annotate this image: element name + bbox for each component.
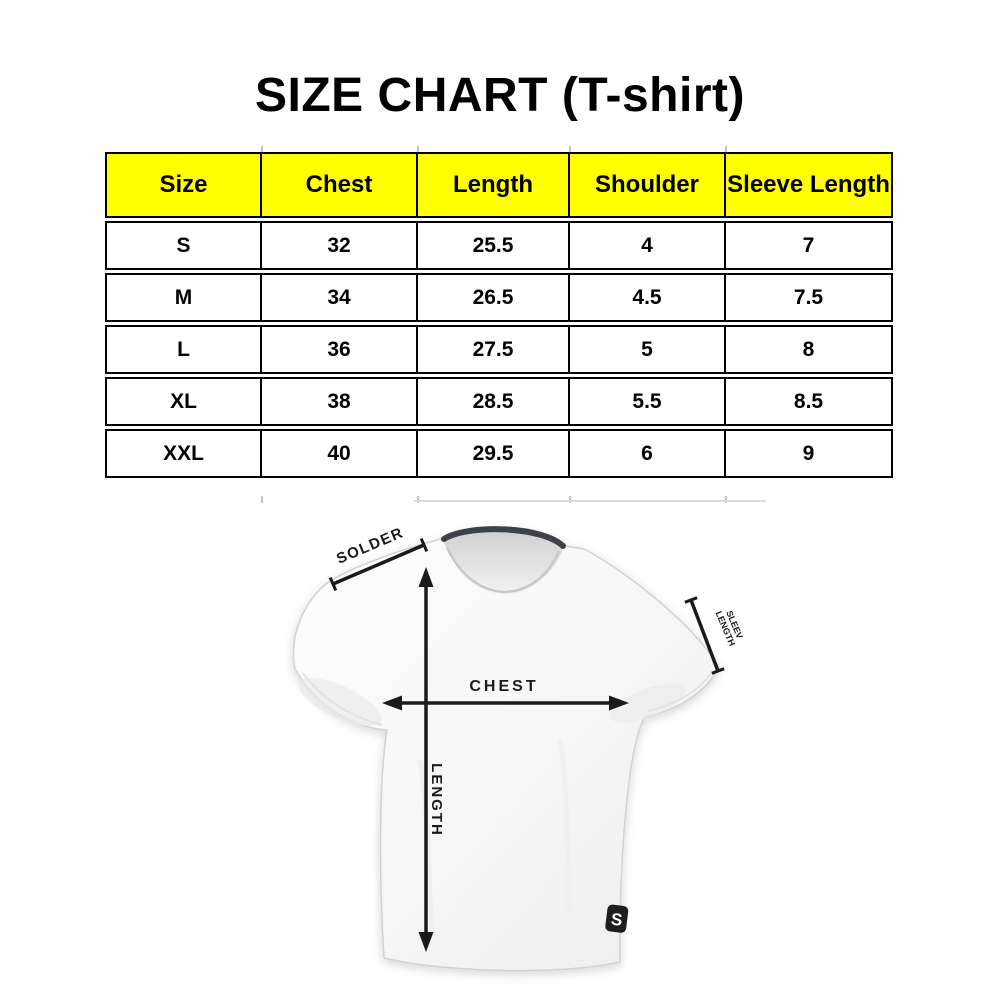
size-chart-table: Size Chest Length Shoulder Sleeve Length… <box>105 149 893 481</box>
header-cell-shoulder: Shoulder <box>570 152 726 218</box>
gridline-artifact <box>417 496 419 503</box>
cell-length: 26.5 <box>418 273 570 322</box>
cell-size: L <box>105 325 262 374</box>
gridline-artifact <box>417 146 419 153</box>
svg-text:S: S <box>610 910 624 930</box>
brand-tag-icon: S <box>605 904 629 933</box>
length-arrow: LENGTH <box>418 567 445 952</box>
gridline-artifact <box>569 146 571 153</box>
gridline-artifact <box>261 496 263 503</box>
header-cell-size: Size <box>105 152 262 218</box>
tshirt-measurement-diagram: S LENGTH CHEST SOLDER <box>268 492 772 998</box>
size-chart-title: SIZE CHART (T-shirt) <box>255 69 745 122</box>
gridline-artifact <box>413 500 766 502</box>
cell-length: 29.5 <box>418 429 570 478</box>
header-cell-chest: Chest <box>262 152 418 218</box>
cell-chest: 38 <box>262 377 418 426</box>
cell-shoulder: 5.5 <box>570 377 726 426</box>
chest-label: CHEST <box>469 678 538 695</box>
gridline-artifact <box>261 146 263 153</box>
cell-chest: 40 <box>262 429 418 478</box>
cell-length: 25.5 <box>418 221 570 270</box>
cell-sleeve-length: 8 <box>726 325 893 374</box>
table-row: XL 38 28.5 5.5 8.5 <box>105 377 893 426</box>
cell-sleeve-length: 9 <box>726 429 893 478</box>
header-cell-length: Length <box>418 152 570 218</box>
gridline-artifact <box>569 496 571 503</box>
cell-shoulder: 6 <box>570 429 726 478</box>
cell-chest: 36 <box>262 325 418 374</box>
cell-size: XL <box>105 377 262 426</box>
header-cell-sleeve-length: Sleeve Length <box>726 152 893 218</box>
cell-sleeve-length: 8.5 <box>726 377 893 426</box>
gridline-artifact <box>725 496 727 503</box>
cell-sleeve-length: 7.5 <box>726 273 893 322</box>
neck-opening <box>443 529 564 595</box>
cell-chest: 32 <box>262 221 418 270</box>
cell-length: 27.5 <box>418 325 570 374</box>
cell-size: S <box>105 221 262 270</box>
table-row: L 36 27.5 5 8 <box>105 325 893 374</box>
length-label: LENGTH <box>428 763 445 837</box>
table-row: XXL 40 29.5 6 9 <box>105 429 893 478</box>
table-row: S 32 25.5 4 7 <box>105 221 893 270</box>
cell-chest: 34 <box>262 273 418 322</box>
cell-sleeve-length: 7 <box>726 221 893 270</box>
collar-band <box>441 526 566 549</box>
cell-size: XXL <box>105 429 262 478</box>
cell-length: 28.5 <box>418 377 570 426</box>
cell-shoulder: 4 <box>570 221 726 270</box>
cell-shoulder: 4.5 <box>570 273 726 322</box>
chest-arrow: CHEST <box>382 678 629 711</box>
table-row: M 34 26.5 4.5 7.5 <box>105 273 893 322</box>
cell-size: M <box>105 273 262 322</box>
header-row: Size Chest Length Shoulder Sleeve Length <box>105 152 893 218</box>
sleeve-length-label: SLEEV LENGTH <box>713 609 744 647</box>
cell-shoulder: 5 <box>570 325 726 374</box>
tshirt-illustration: S LENGTH CHEST SOLDER <box>292 524 745 972</box>
front-neck-rib <box>445 547 561 594</box>
measurement-annotations: LENGTH CHEST SOLDER SLEEV LENGTH <box>328 524 745 952</box>
gridline-artifact <box>725 146 727 153</box>
tshirt-shape: S <box>292 526 720 972</box>
